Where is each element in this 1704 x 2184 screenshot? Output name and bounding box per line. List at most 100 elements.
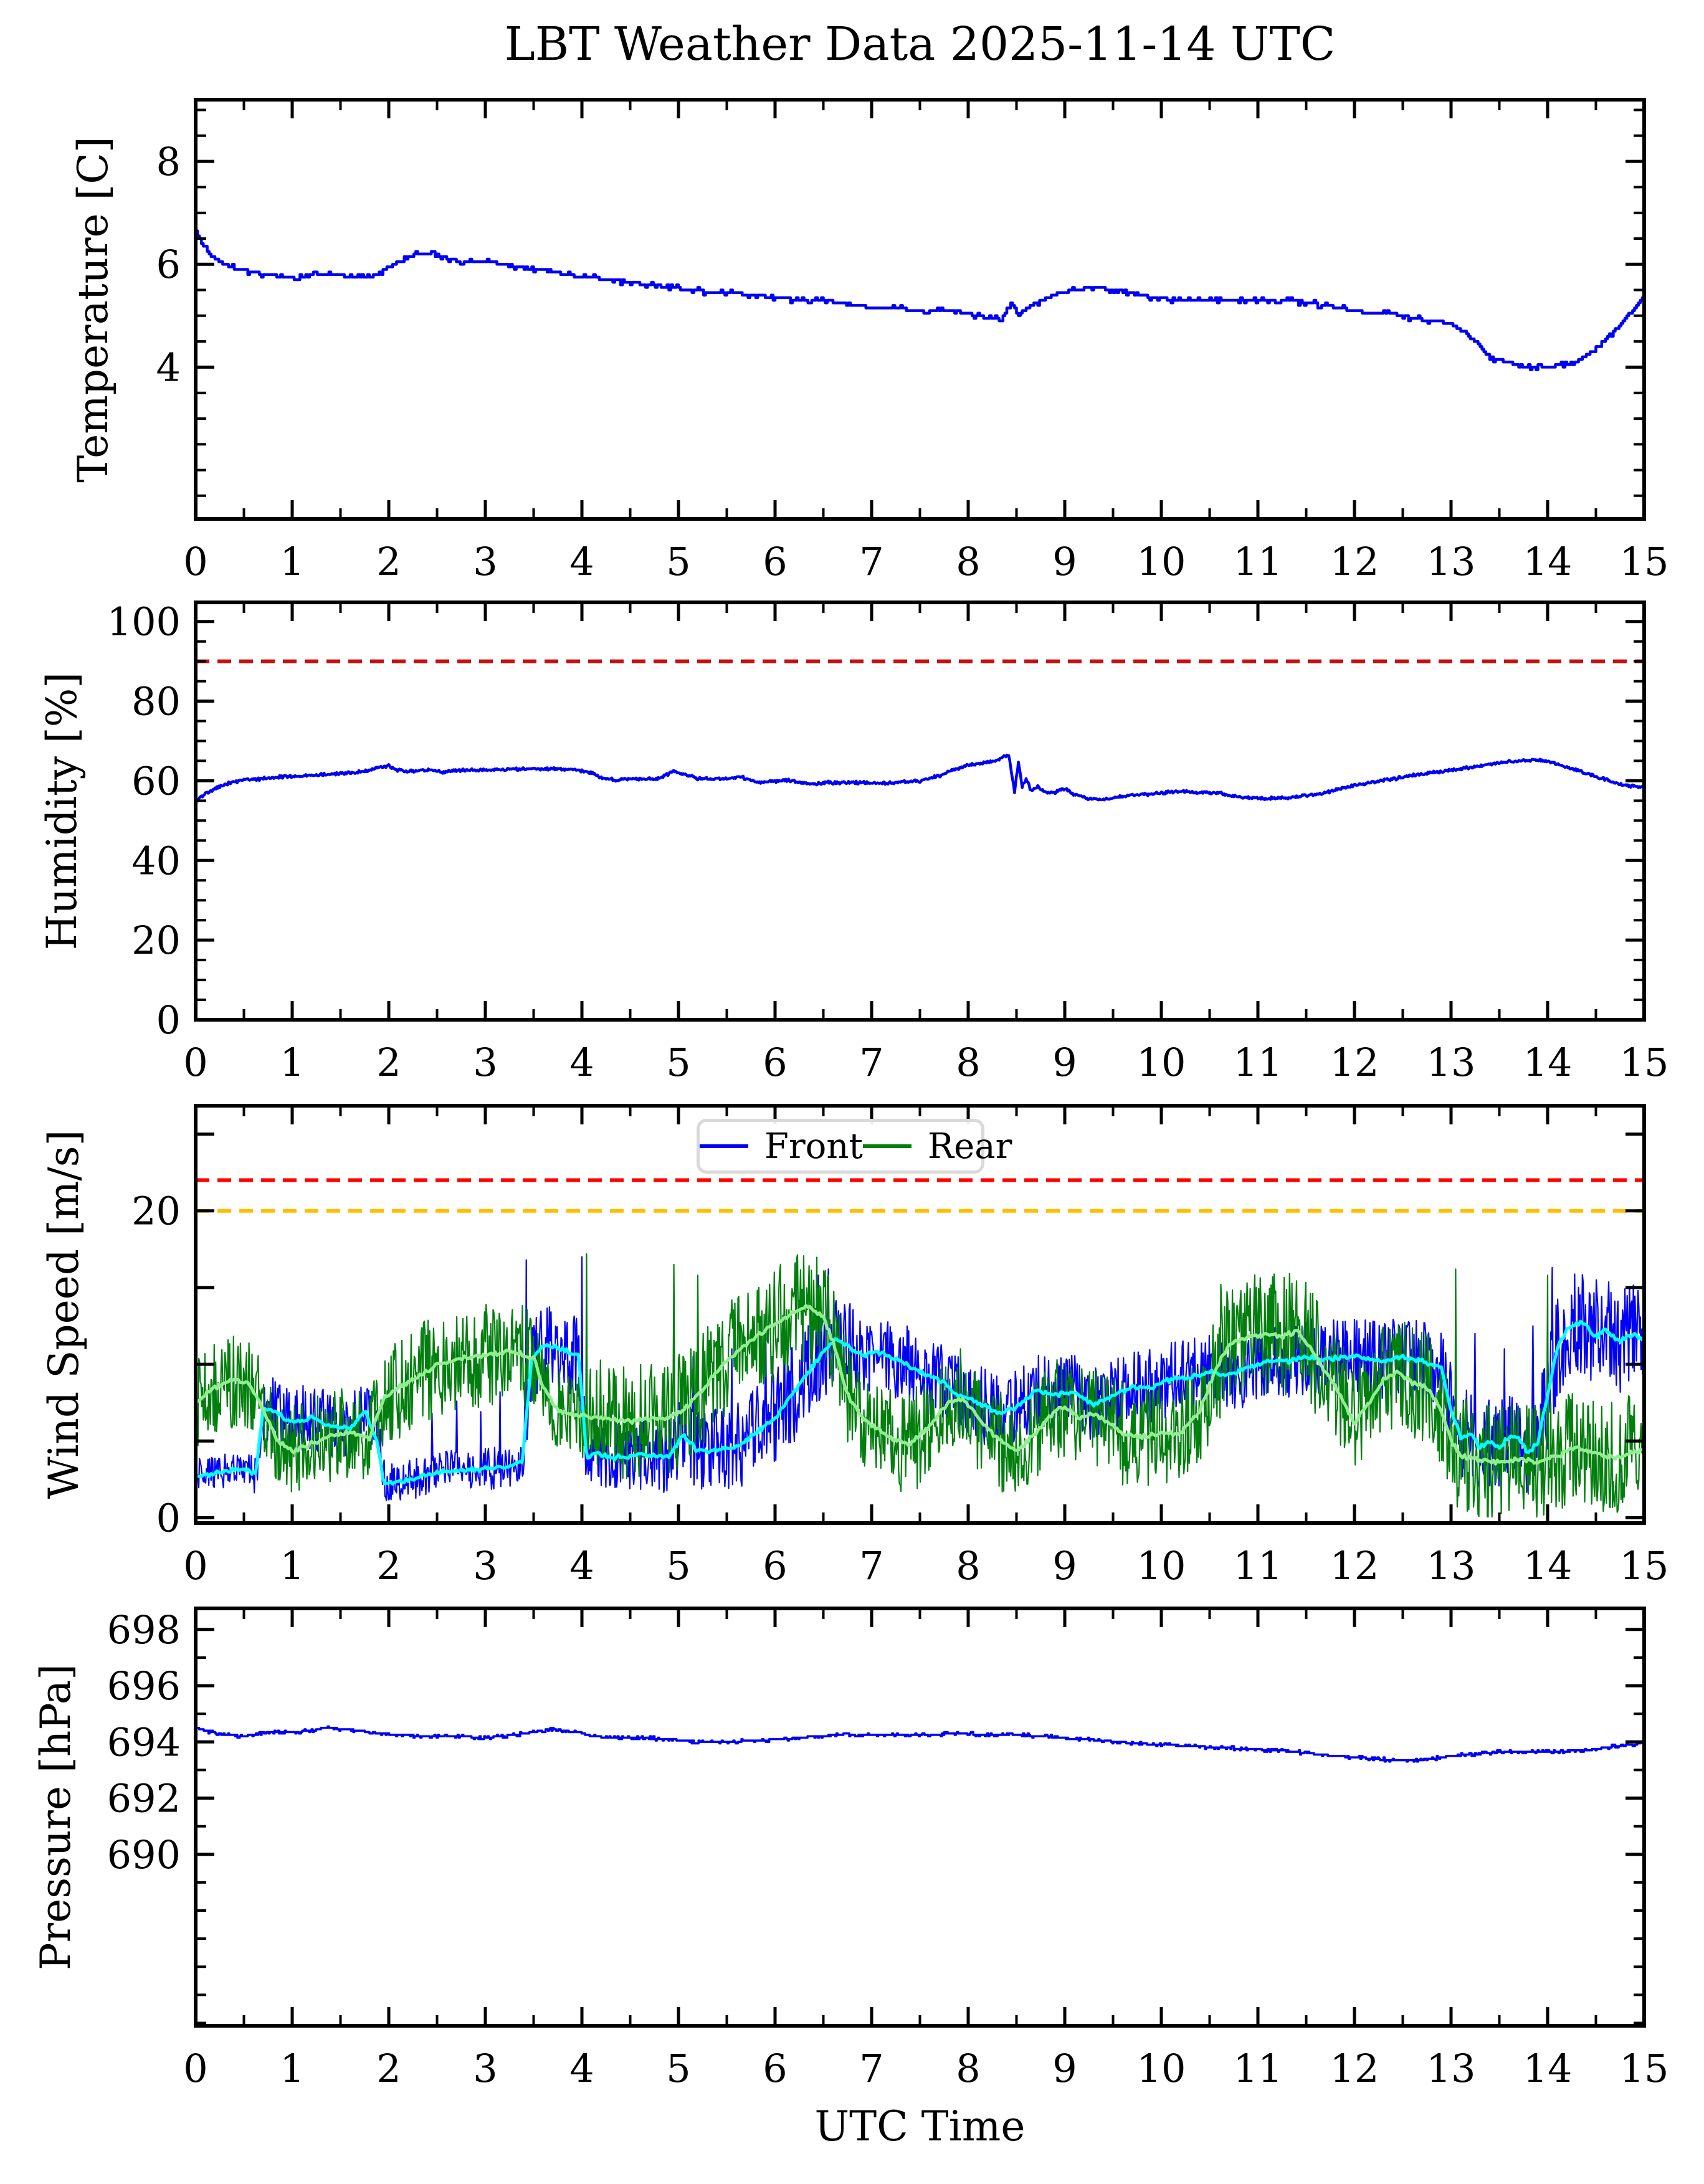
svg-text:8: 8	[956, 1543, 980, 1588]
svg-text:4: 4	[569, 2046, 594, 2091]
svg-text:15: 15	[1620, 2046, 1669, 2091]
svg-text:13: 13	[1427, 539, 1476, 584]
svg-text:2: 2	[376, 539, 401, 584]
svg-text:5: 5	[666, 1543, 690, 1588]
svg-text:2: 2	[376, 1040, 401, 1085]
axis-ticks	[194, 100, 1646, 519]
svg-text:8: 8	[156, 139, 181, 184]
series-front-raw	[196, 1256, 1644, 1501]
svg-text:6: 6	[156, 242, 181, 287]
legend-front-label: Front	[764, 1126, 863, 1167]
svg-text:4: 4	[569, 1543, 594, 1588]
svg-text:14: 14	[1523, 1543, 1573, 1588]
svg-text:6: 6	[763, 539, 787, 584]
wind-legend: Front Rear	[697, 1119, 1012, 1174]
svg-text:11: 11	[1234, 1040, 1283, 1085]
svg-text:8: 8	[956, 539, 980, 584]
svg-text:11: 11	[1234, 1543, 1283, 1588]
svg-text:0: 0	[156, 1495, 181, 1541]
svg-text:13: 13	[1427, 1040, 1476, 1085]
series-rear-smoothed	[196, 1304, 1644, 1466]
svg-text:20: 20	[131, 1189, 181, 1234]
svg-text:692: 692	[107, 1776, 181, 1821]
svg-text:10: 10	[1137, 1543, 1186, 1588]
svg-text:5: 5	[666, 2046, 690, 2091]
svg-text:8: 8	[956, 2046, 980, 2091]
svg-text:10: 10	[1137, 1040, 1186, 1085]
svg-text:12: 12	[1330, 1040, 1379, 1085]
series-humidity	[196, 753, 1644, 804]
svg-text:20: 20	[131, 918, 181, 963]
svg-text:9: 9	[1052, 539, 1077, 584]
svg-text:10: 10	[1137, 539, 1186, 584]
svg-text:7: 7	[859, 539, 883, 584]
svg-text:9: 9	[1052, 2046, 1077, 2091]
svg-text:2: 2	[376, 2046, 401, 2091]
svg-text:15: 15	[1620, 539, 1669, 584]
svg-text:1: 1	[280, 2046, 304, 2091]
svg-text:3: 3	[473, 1040, 497, 1085]
legend-item-front: Front	[700, 1126, 863, 1167]
svg-text:3: 3	[473, 2046, 497, 2091]
axes-spines	[194, 601, 1646, 1022]
svg-text:7: 7	[859, 2046, 883, 2091]
svg-text:11: 11	[1234, 2046, 1283, 2091]
svg-text:12: 12	[1330, 2046, 1379, 2091]
series-rear-raw	[196, 1253, 1644, 1518]
ylabel-pressure: Pressure [hPa]	[32, 1664, 80, 1970]
svg-text:0: 0	[183, 2046, 207, 2091]
svg-text:0: 0	[183, 1543, 207, 1588]
figure-title: LBT Weather Data 2025-11-14 UTC	[504, 17, 1336, 71]
svg-text:100: 100	[107, 599, 181, 645]
legend-rear-label: Rear	[927, 1126, 1012, 1167]
svg-text:1: 1	[280, 539, 304, 584]
svg-text:14: 14	[1523, 1040, 1573, 1085]
series-temperature	[196, 229, 1644, 371]
svg-text:60: 60	[131, 758, 181, 804]
svg-text:14: 14	[1523, 2046, 1573, 2091]
svg-text:2: 2	[376, 1543, 401, 1588]
series-group	[196, 1253, 1644, 1518]
axis-ticks	[194, 602, 1646, 1022]
axis-ticks	[194, 1608, 1646, 2026]
svg-text:0: 0	[156, 997, 181, 1043]
svg-text:690: 690	[107, 1832, 181, 1878]
svg-text:6: 6	[763, 1040, 787, 1085]
svg-text:4: 4	[156, 344, 181, 390]
axes-spines	[194, 1607, 1646, 2028]
svg-text:0: 0	[183, 539, 207, 584]
svg-text:3: 3	[473, 1543, 497, 1588]
front-line-swatch	[700, 1144, 748, 1148]
svg-text:5: 5	[666, 1040, 690, 1085]
svg-text:9: 9	[1052, 1543, 1077, 1588]
svg-text:6: 6	[763, 2046, 787, 2091]
svg-text:10: 10	[1137, 2046, 1186, 2091]
svg-text:13: 13	[1427, 1543, 1476, 1588]
svg-text:7: 7	[859, 1543, 883, 1588]
svg-text:4: 4	[569, 539, 594, 584]
svg-text:12: 12	[1330, 539, 1379, 584]
axis-ticks	[194, 1106, 1646, 1523]
svg-text:1: 1	[280, 1543, 304, 1588]
series-group	[196, 1725, 1644, 1763]
svg-text:694: 694	[107, 1719, 181, 1765]
svg-text:0: 0	[183, 1040, 207, 1085]
series-front-smoothed	[196, 1319, 1644, 1486]
svg-text:5: 5	[666, 539, 690, 584]
svg-text:14: 14	[1523, 539, 1573, 584]
rear-line-swatch	[862, 1144, 911, 1148]
svg-text:9: 9	[1052, 1040, 1077, 1085]
svg-text:6: 6	[763, 1543, 787, 1588]
svg-text:15: 15	[1620, 1543, 1669, 1588]
svg-text:7: 7	[859, 1040, 883, 1085]
